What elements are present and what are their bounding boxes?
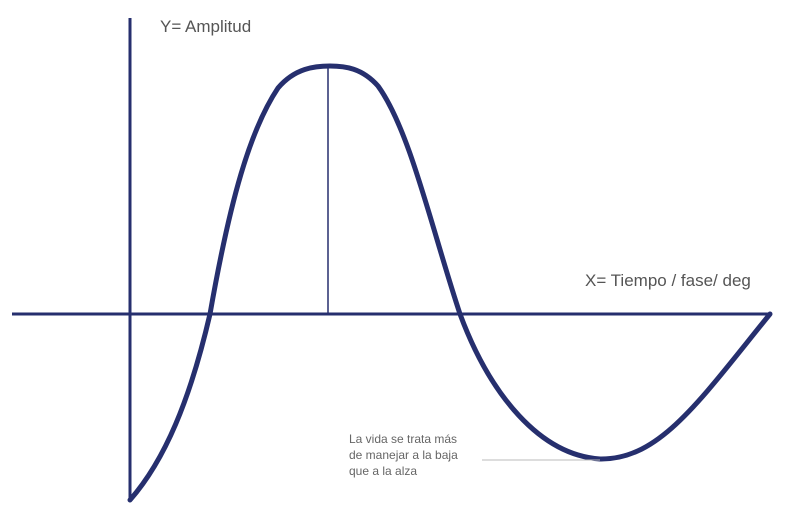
y-axis-label: Y= Amplitud: [160, 17, 252, 36]
annotation-line-2: de manejar a la baja: [349, 448, 458, 462]
x-axis-label: X= Tiempo / fase/ deg: [585, 271, 751, 290]
annotation-line-1: La vida se trata más: [349, 432, 458, 446]
annotation-line-3: que a la alza: [349, 464, 418, 478]
wave-curve: [127, 63, 773, 503]
annotation-text: La vida se trata más de manejar a la baj…: [349, 431, 458, 479]
